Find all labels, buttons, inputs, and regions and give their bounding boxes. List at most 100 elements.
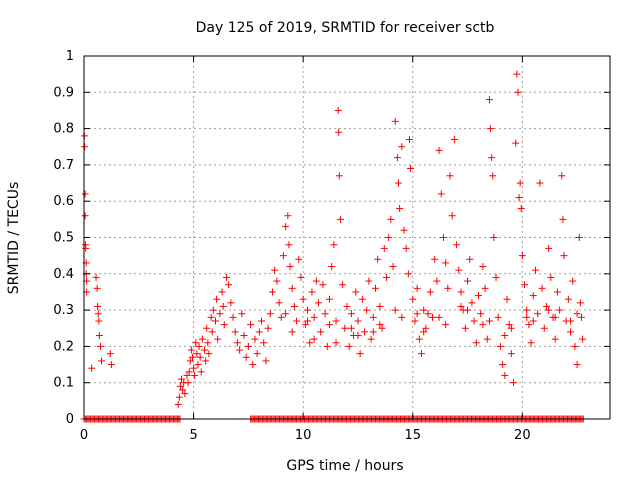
data-point bbox=[521, 281, 529, 289]
data-point bbox=[285, 241, 293, 249]
data-point bbox=[477, 310, 485, 318]
data-point bbox=[553, 288, 561, 296]
data-point bbox=[222, 273, 230, 281]
data-point bbox=[195, 342, 203, 350]
data-point bbox=[249, 361, 257, 369]
data-point bbox=[367, 335, 375, 343]
data-point bbox=[422, 324, 430, 332]
data-point bbox=[435, 146, 443, 154]
data-point bbox=[207, 313, 215, 321]
y-tick-label: 0.9 bbox=[53, 85, 74, 100]
x-tick-label: 20 bbox=[514, 428, 531, 443]
data-point bbox=[444, 284, 452, 292]
data-point bbox=[569, 277, 577, 285]
x-axis-ticks: 0 5 10 15 20 bbox=[80, 56, 531, 443]
data-point bbox=[328, 263, 336, 271]
data-point bbox=[518, 252, 526, 260]
data-point bbox=[479, 263, 487, 271]
data-point bbox=[389, 263, 397, 271]
data-point bbox=[174, 400, 182, 408]
data-point bbox=[354, 317, 362, 325]
data-point bbox=[321, 310, 329, 318]
data-point bbox=[216, 310, 224, 318]
data-point bbox=[179, 386, 187, 394]
data-point bbox=[363, 306, 371, 314]
data-point bbox=[494, 313, 502, 321]
data-point bbox=[513, 70, 521, 78]
data-point bbox=[435, 313, 443, 321]
data-point bbox=[523, 306, 531, 314]
data-point bbox=[446, 172, 454, 180]
data-point bbox=[251, 335, 259, 343]
data-point bbox=[415, 335, 423, 343]
data-points bbox=[80, 70, 587, 408]
data-point bbox=[510, 379, 518, 387]
data-point bbox=[227, 299, 235, 307]
data-point bbox=[365, 277, 373, 285]
data-point bbox=[431, 255, 439, 263]
data-point bbox=[231, 328, 239, 336]
data-point bbox=[354, 332, 362, 340]
y-tick-label: 0.7 bbox=[53, 158, 74, 173]
data-point bbox=[402, 244, 410, 252]
data-point bbox=[184, 379, 192, 387]
data-point bbox=[376, 321, 384, 329]
data-point bbox=[545, 244, 553, 252]
data-point bbox=[420, 306, 428, 314]
data-point bbox=[273, 277, 281, 285]
data-point bbox=[567, 317, 575, 325]
data-point bbox=[332, 339, 340, 347]
data-point bbox=[244, 342, 252, 350]
data-point bbox=[492, 273, 500, 281]
data-point bbox=[481, 284, 489, 292]
data-point bbox=[374, 255, 382, 263]
data-point bbox=[304, 317, 312, 325]
data-point bbox=[325, 321, 333, 329]
data-point bbox=[295, 255, 303, 263]
data-point bbox=[258, 317, 266, 325]
data-point bbox=[279, 252, 287, 260]
data-point bbox=[457, 288, 465, 296]
data-point bbox=[551, 335, 559, 343]
data-point bbox=[352, 288, 360, 296]
y-tick-label: 0.8 bbox=[53, 122, 74, 137]
data-point bbox=[424, 310, 432, 318]
data-point bbox=[453, 241, 461, 249]
data-point bbox=[334, 106, 342, 114]
data-point bbox=[420, 328, 428, 336]
data-point bbox=[81, 143, 89, 151]
data-point bbox=[371, 284, 379, 292]
data-point bbox=[428, 313, 436, 321]
data-point bbox=[499, 361, 507, 369]
y-tick-label: 0 bbox=[66, 412, 74, 427]
x-axis-label: GPS time / hours bbox=[286, 458, 403, 474]
data-point bbox=[178, 375, 186, 383]
data-point bbox=[468, 299, 476, 307]
data-point bbox=[485, 317, 493, 325]
data-point bbox=[475, 292, 482, 300]
data-point bbox=[92, 273, 100, 281]
data-point bbox=[405, 135, 413, 143]
data-point bbox=[396, 204, 404, 212]
data-point bbox=[293, 317, 301, 325]
data-point bbox=[490, 234, 498, 241]
data-point bbox=[439, 234, 447, 241]
data-point bbox=[106, 350, 114, 358]
data-point bbox=[395, 179, 403, 187]
data-point bbox=[183, 371, 191, 379]
y-axis-label: SRMTID / TECUs bbox=[6, 182, 22, 295]
data-point bbox=[501, 332, 509, 340]
data-point bbox=[505, 321, 513, 329]
data-point bbox=[255, 328, 263, 336]
data-point bbox=[573, 310, 581, 318]
data-point bbox=[512, 139, 520, 147]
data-point bbox=[214, 335, 222, 343]
data-point bbox=[558, 172, 566, 180]
x-tick-label: 10 bbox=[295, 428, 312, 443]
data-point bbox=[536, 179, 544, 187]
data-point bbox=[387, 215, 395, 223]
data-point bbox=[336, 215, 344, 223]
data-point bbox=[107, 361, 115, 369]
data-point bbox=[507, 324, 515, 332]
